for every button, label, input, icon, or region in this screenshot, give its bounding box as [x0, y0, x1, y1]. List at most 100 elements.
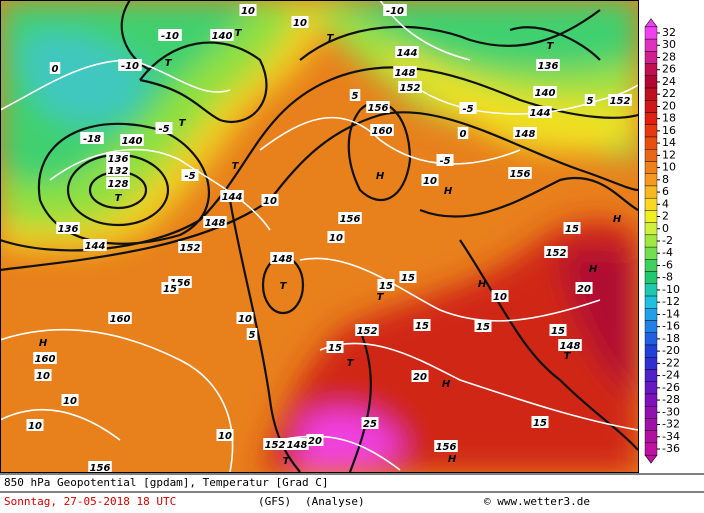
pressure-center: T — [347, 358, 355, 369]
colorbar-cell — [644, 344, 658, 358]
label-box — [399, 271, 417, 283]
pressure-center: H — [613, 214, 622, 225]
label-box — [210, 29, 234, 41]
contour-label: 140 — [212, 31, 233, 42]
label-box — [106, 152, 130, 164]
colorbar-cell — [644, 112, 658, 125]
contour-label: 156 — [170, 278, 191, 289]
colorbar-cell — [644, 320, 658, 333]
colorbar-cell — [644, 295, 658, 309]
colorbar-label: 28 — [662, 50, 676, 63]
label-box — [533, 86, 557, 98]
label-box — [508, 167, 532, 179]
label-box — [544, 246, 568, 258]
colorbar-cell — [644, 259, 658, 272]
pressure-center: H — [448, 454, 457, 465]
label-box — [34, 369, 52, 381]
pressure-center: H — [376, 171, 385, 182]
contour-label: 132 — [108, 166, 129, 177]
label-box — [531, 416, 549, 428]
colorbar-label: -20 — [662, 344, 680, 357]
colorbar-cell — [644, 283, 658, 297]
footer-credit: © www.wetter3.de — [484, 495, 590, 508]
footer-date: Sonntag, 27-05-2018 18 UTC — [4, 495, 176, 508]
colorbar-label: -30 — [662, 405, 680, 418]
pressure-center: T — [179, 118, 187, 129]
contour-label: 15 — [551, 326, 565, 337]
contour-label: 140 — [535, 88, 556, 99]
pressure-center: H — [589, 264, 598, 275]
contour-label: 148 — [205, 218, 226, 229]
colorbar-label: -6 — [662, 258, 673, 271]
label-box — [327, 231, 345, 243]
label-box — [88, 461, 112, 472]
colorbar-label: -16 — [662, 320, 680, 333]
colorbar-label: 12 — [662, 148, 676, 161]
colorbar-cell — [644, 246, 658, 260]
contour-label: 0 — [460, 129, 467, 140]
colorbar-label: 26 — [662, 63, 676, 76]
colorbar-label: 10 — [662, 161, 676, 174]
contour-label: 144 — [397, 48, 418, 59]
contour-label: 5 — [352, 91, 359, 102]
contour-label: 156 — [510, 169, 531, 180]
contour-label: 25 — [363, 419, 377, 430]
label-box — [106, 164, 130, 176]
contour-label: -5 — [184, 171, 195, 182]
colorbar-cell — [644, 418, 658, 431]
contour-label: 152 — [180, 243, 201, 254]
label-box — [261, 194, 279, 206]
contour-label: 10 — [28, 421, 42, 432]
label-box — [56, 222, 80, 234]
contour-label: 15 — [415, 321, 429, 332]
colorbar-label: -4 — [662, 246, 673, 259]
contour-label: 10 — [293, 18, 307, 29]
contour-label: 136 — [538, 61, 559, 72]
colorbar-label: -28 — [662, 393, 680, 406]
label-box — [536, 59, 560, 71]
colorbar-cell — [644, 87, 658, 101]
contour-label: 20 — [577, 284, 591, 295]
colorbar-label: -34 — [662, 430, 680, 443]
colorbar-label: -14 — [662, 307, 680, 320]
label-box — [26, 419, 44, 431]
label-box — [178, 241, 202, 253]
contour-label: 136 — [108, 154, 129, 165]
temperature-contours — [0, 0, 638, 472]
contour-label: 148 — [395, 68, 416, 79]
label-box — [83, 239, 107, 251]
contour-label: 15 — [476, 322, 490, 333]
colorbar-label: 0 — [662, 222, 669, 235]
label-box — [421, 174, 439, 186]
colorbar-cell — [644, 332, 658, 346]
label-box — [326, 341, 344, 353]
label-box — [161, 282, 179, 294]
contour-label: 148 — [272, 254, 293, 265]
colorbar-cell — [644, 149, 658, 162]
colorbar-cell — [644, 75, 658, 89]
label-box — [584, 94, 596, 106]
pressure-center: H — [39, 338, 48, 349]
pressure-center: T — [115, 193, 123, 204]
label-box — [413, 319, 431, 331]
contour-label: 160 — [372, 126, 393, 137]
contour-label: -5 — [158, 124, 169, 135]
colorbar-label: -8 — [662, 271, 673, 284]
label-box — [608, 94, 632, 106]
colorbar-label: 30 — [662, 38, 676, 51]
label-box — [459, 102, 477, 114]
label-box — [285, 438, 309, 450]
contour-label: 152 — [400, 83, 421, 94]
colorbar-label: 6 — [662, 185, 669, 198]
colorbar-cell — [644, 161, 658, 174]
pressure-center: T — [283, 456, 291, 467]
contour-label: 148 — [560, 341, 581, 352]
contour-label: 20 — [308, 436, 322, 447]
label-box — [108, 312, 132, 324]
colorbar-label: 8 — [662, 173, 669, 186]
colorbar-label: -2 — [662, 234, 673, 247]
colorbar-label: 14 — [662, 136, 676, 149]
colorbar-cell — [644, 271, 658, 285]
